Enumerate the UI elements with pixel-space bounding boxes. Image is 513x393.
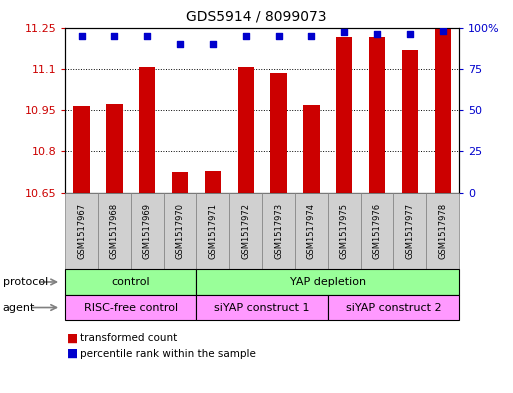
Text: GSM1517976: GSM1517976 [372,203,382,259]
Text: GSM1517968: GSM1517968 [110,203,119,259]
Point [406,31,414,37]
Bar [435,26,451,193]
Text: YAP depletion: YAP depletion [290,277,366,287]
Point [274,33,283,39]
Point [110,33,119,39]
Text: GSM1517970: GSM1517970 [175,203,185,259]
Text: GSM1517967: GSM1517967 [77,203,86,259]
Bar [369,37,385,193]
Bar [139,68,155,193]
Bar [106,104,123,193]
Text: GSM1517971: GSM1517971 [208,203,218,259]
Text: GDS5914 / 8099073: GDS5914 / 8099073 [186,10,327,24]
Text: siYAP construct 1: siYAP construct 1 [214,303,310,312]
Text: GSM1517975: GSM1517975 [340,203,349,259]
Bar [238,68,254,193]
Point [77,33,86,39]
Bar [270,73,287,193]
Point [209,41,217,47]
Text: agent: agent [3,303,35,312]
Point [176,41,184,47]
Text: GSM1517972: GSM1517972 [241,203,250,259]
Text: ■: ■ [67,331,78,345]
Text: transformed count: transformed count [80,333,177,343]
Text: GSM1517973: GSM1517973 [274,203,283,259]
Text: GSM1517978: GSM1517978 [438,203,447,259]
Text: RISC-free control: RISC-free control [84,303,178,312]
Point [307,33,315,39]
Point [340,29,348,36]
Point [373,31,381,37]
Point [143,33,151,39]
Text: siYAP construct 2: siYAP construct 2 [346,303,441,312]
Point [439,28,447,34]
Text: GSM1517974: GSM1517974 [307,203,316,259]
Bar [172,172,188,193]
Text: percentile rank within the sample: percentile rank within the sample [80,349,255,359]
Text: GSM1517969: GSM1517969 [143,203,152,259]
Bar [73,106,90,193]
Text: ■: ■ [67,347,78,360]
Bar [303,105,320,193]
Bar [402,50,418,193]
Point [242,33,250,39]
Text: control: control [111,277,150,287]
Text: GSM1517977: GSM1517977 [405,203,415,259]
Bar [205,171,221,193]
Bar [336,37,352,193]
Text: protocol: protocol [3,277,48,287]
